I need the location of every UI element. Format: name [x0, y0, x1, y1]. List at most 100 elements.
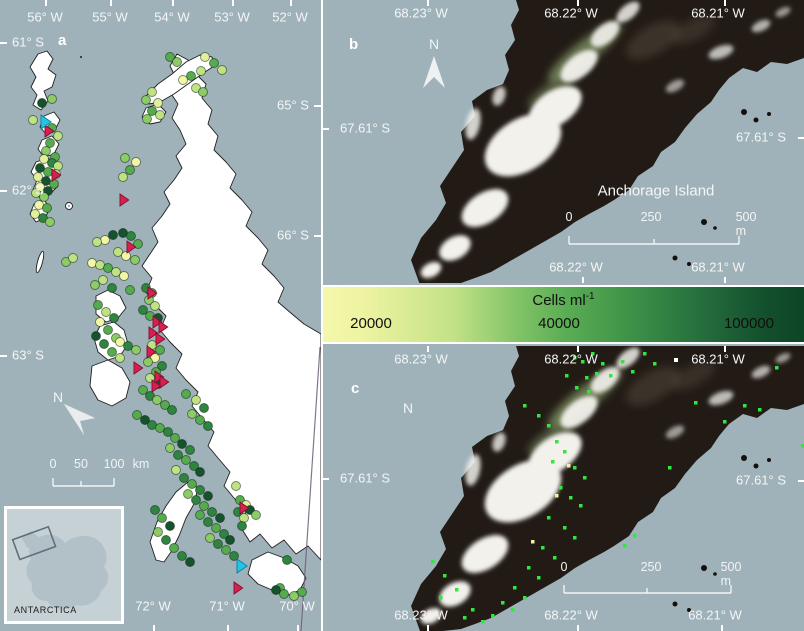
- station-marker-red: [233, 581, 244, 595]
- lon-label: 52° W: [272, 9, 308, 25]
- sample-point: [125, 165, 135, 175]
- sample-point: [142, 114, 152, 124]
- north-arrow: [63, 403, 96, 436]
- sample-point: [155, 423, 165, 433]
- sample-point: [211, 523, 221, 533]
- station-marker-red: [44, 124, 55, 138]
- lon-tick: [227, 625, 229, 631]
- anchorage-island-bloom-image: [323, 346, 804, 631]
- sample-point: [153, 98, 163, 108]
- sample-point: [279, 589, 289, 599]
- sample-point: [150, 505, 160, 515]
- sample-point: [209, 58, 219, 68]
- sample-point: [207, 507, 217, 517]
- lon-label: 71° W: [209, 598, 245, 614]
- bloom-pixel: [573, 466, 577, 470]
- sample-point: [101, 307, 111, 317]
- bloom-pixel: [631, 370, 635, 374]
- place-label: Anchorage Island: [597, 182, 715, 200]
- bloom-pixel: [563, 450, 567, 454]
- lon-tick: [577, 0, 579, 6]
- bloom-pixel: [633, 534, 637, 538]
- sample-point: [186, 71, 196, 81]
- sample-point: [237, 521, 247, 531]
- lon-tick: [721, 625, 723, 631]
- lon-label: 68.22° W: [544, 351, 598, 367]
- panel-b-letter: b: [349, 36, 359, 53]
- bloom-pixel: [523, 404, 527, 408]
- study-area-box: [11, 525, 57, 561]
- lon-label: 68.22° W: [544, 5, 598, 21]
- sample-point: [125, 285, 135, 295]
- colorbar-tick-value: 20000: [350, 315, 392, 332]
- sample-point: [121, 251, 131, 261]
- colorbar-title: Cells ml-1: [532, 291, 595, 309]
- panel-c-bloom-image: 68.23° W 68.22° W 68.21° W 68.23° W 68.22° W…: [323, 346, 804, 631]
- station-marker-red: [158, 320, 169, 334]
- lat-tick: [323, 128, 329, 130]
- lon-tick: [153, 625, 155, 631]
- bloom-pixel: [723, 420, 727, 424]
- sample-point: [147, 106, 157, 116]
- colorbar-tick-value: 40000: [538, 315, 580, 332]
- sample-point: [155, 345, 165, 355]
- sample-point: [203, 421, 213, 431]
- lon-tick: [427, 625, 429, 631]
- bloom-pixel: [567, 464, 571, 468]
- sample-point: [215, 513, 225, 523]
- sample-point: [113, 247, 123, 257]
- sample-point: [138, 305, 148, 315]
- sample-point: [195, 415, 205, 425]
- bloom-pixel: [537, 576, 541, 580]
- sample-point: [177, 439, 187, 449]
- scalebar-number: 0: [49, 457, 57, 471]
- sample-point: [165, 521, 175, 531]
- station-marker-cyan: [40, 114, 52, 130]
- sample-point: [45, 217, 55, 227]
- sample-point: [41, 146, 51, 156]
- sample-point: [45, 138, 55, 148]
- lon-tick: [577, 346, 579, 352]
- sample-point: [133, 239, 143, 249]
- sample-point: [179, 473, 189, 483]
- sample-point: [53, 161, 63, 171]
- bloom-pixel: [601, 362, 605, 366]
- station-marker-red: [159, 375, 170, 389]
- north-label-b: N: [428, 36, 440, 52]
- sample-point: [199, 403, 209, 413]
- station-marker-red: [147, 286, 158, 300]
- bloom-pixel: [591, 352, 595, 356]
- sample-point: [178, 75, 188, 85]
- lat-tick: [0, 355, 7, 357]
- sample-point: [165, 52, 175, 62]
- bloom-pixel: [555, 440, 559, 444]
- sample-point: [95, 317, 105, 327]
- bloom-pixel: [537, 414, 541, 418]
- sample-point: [157, 513, 167, 523]
- lat-label: 66° S: [277, 227, 309, 243]
- sample-point: [42, 203, 52, 213]
- lon-tick: [427, 346, 429, 352]
- scalebar-a: 0 50 100 km: [40, 457, 160, 489]
- scalebar-number: 0: [565, 210, 573, 224]
- sample-point: [107, 283, 117, 293]
- sample-point: [199, 501, 209, 511]
- sample-markers-layer: [28, 52, 307, 601]
- sample-point: [239, 513, 249, 523]
- scalebar-b-bracket: [568, 236, 740, 245]
- bloom-pixel: [643, 352, 647, 356]
- bloom-pixel: [439, 596, 443, 600]
- bloom-pixel: [563, 526, 567, 530]
- sample-point: [99, 339, 109, 349]
- sample-point: [173, 450, 183, 460]
- sample-point: [131, 345, 141, 355]
- lat-tick: [0, 42, 7, 44]
- lon-label: 56° W: [27, 9, 63, 25]
- sample-point: [115, 353, 125, 363]
- sample-point: [231, 481, 241, 491]
- scalebar-number: 250: [640, 560, 662, 574]
- lon-label: 72° W: [135, 598, 171, 614]
- sample-point: [33, 172, 43, 182]
- lon-tick: [582, 277, 584, 283]
- inset-label: ANTARCTICA: [14, 605, 77, 615]
